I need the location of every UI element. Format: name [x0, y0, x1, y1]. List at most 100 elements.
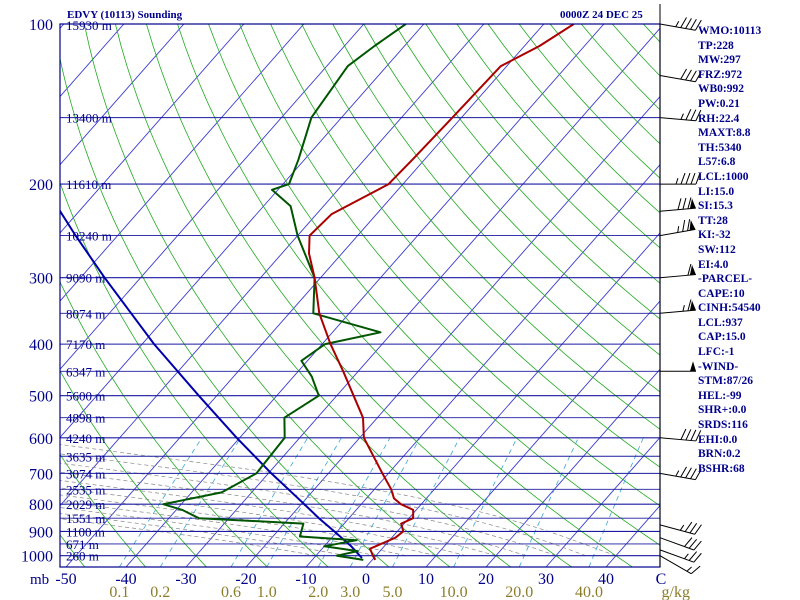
pressure-tick-label: 700 [29, 466, 53, 483]
wind-barbs [659, 4, 702, 575]
height-label: 3635 m [66, 449, 105, 464]
wind-barb-shaft [659, 555, 692, 575]
dry-adiabat [425, 24, 660, 284]
height-label: 9090 m [66, 271, 105, 286]
wind-barb-shaft [659, 549, 694, 563]
wind-barb-shaft [659, 472, 696, 481]
wind-barb-full [690, 172, 696, 185]
wind-barb [660, 172, 701, 185]
mixing-ratio-line [317, 437, 391, 567]
wind-barb-half [686, 566, 692, 572]
index-item: MW:297 [698, 54, 741, 67]
moist-adiabat [60, 471, 527, 557]
isotherm-line [125, 24, 605, 567]
mixing-ratio-line [588, 437, 644, 567]
wind-barb [659, 219, 696, 237]
height-label: 4240 m [66, 431, 105, 446]
dry-adiabat [60, 453, 146, 567]
wind-barb-full [687, 197, 692, 209]
wind-barb [659, 299, 696, 314]
isotherm-line [365, 232, 660, 567]
temperature-tick-label: 20 [478, 571, 494, 588]
mixing-ratio-line [266, 437, 342, 567]
temperature-tick-label: 0 [362, 571, 370, 588]
height-label: 3074 m [66, 466, 105, 481]
wind-barb-full [693, 540, 702, 551]
wind-barb-shaft [659, 309, 696, 314]
index-item: STM:87/26 [698, 375, 753, 388]
dry-adiabat [115, 24, 511, 567]
isotherm-line [60, 24, 65, 30]
pressure-tick-label: 500 [29, 389, 53, 406]
temperature-tick-label: 10 [418, 571, 434, 588]
wind-barb-full [688, 539, 698, 549]
pressure-tick-label: 400 [29, 337, 53, 354]
wind-barb-full [695, 109, 702, 121]
mixing-ratio-label: 20.0 [505, 584, 533, 600]
wind-barb-flag [689, 300, 696, 311]
temperature-tick-label: -30 [175, 571, 196, 588]
pressure-tick-label: 600 [29, 431, 53, 448]
isotherm-line [485, 368, 660, 567]
index-item: EHI:0.0 [698, 433, 738, 446]
isotherm-line [65, 24, 545, 567]
wind-barb-full [690, 429, 697, 441]
wind-barb-flag [690, 361, 696, 372]
station-title: EDVY (10113) Sounding [67, 9, 183, 21]
wind-barb-full [695, 19, 702, 31]
dry-adiabat [456, 24, 660, 249]
temperature-unit-label: C [656, 571, 667, 588]
dry-adiabat [208, 24, 660, 546]
dry-adiabat [270, 24, 660, 468]
mixing-ratio-label: 5.0 [382, 584, 402, 600]
mixing-ratio-line [349, 437, 421, 567]
moist-adiabat [60, 453, 587, 557]
wind-barb-full [690, 468, 697, 480]
isotherm-line [185, 27, 660, 567]
index-item: SW:112 [698, 243, 736, 256]
index-item: WMO:10113 [698, 25, 762, 37]
index-item: CAP:15.0 [698, 331, 746, 344]
dry-adiabat [363, 24, 660, 356]
wind-barb-full [688, 551, 698, 561]
wind-barb-full [685, 429, 692, 441]
wind-barb-flag [689, 198, 696, 209]
index-item: L57:6.8 [698, 156, 736, 169]
index-item: PW:0.21 [698, 97, 740, 110]
index-item: LCL:937 [698, 316, 743, 329]
parcel-trace [60, 209, 363, 559]
height-label: 4898 m [66, 411, 105, 426]
wind-barb-shaft [659, 524, 695, 535]
dry-adiabat [0, 24, 24, 567]
height-label: 671 m [66, 537, 99, 552]
wind-barb [659, 263, 696, 279]
wind-barb-full [682, 219, 686, 232]
wind-barb-half [677, 226, 680, 233]
wind-barb-half [675, 20, 680, 28]
wind-barb-shaft [659, 117, 696, 122]
wind-barb-half [682, 305, 685, 312]
height-label: 7170 m [66, 337, 105, 352]
dry-adiabat [146, 24, 572, 567]
wind-barb-half [680, 113, 684, 120]
wind-barb-full [687, 263, 692, 276]
temperature-tick-label: 40 [598, 571, 614, 588]
moist-adiabat [60, 518, 316, 557]
isotherm-line [425, 300, 660, 567]
height-label: 260 m [66, 549, 99, 564]
temperature-tick-label: -10 [295, 571, 316, 588]
indices-panel: WMO:10113 TP:228 MW:297 FRZ:972 WB0:992 PW:0.… [698, 24, 798, 476]
index-item: EI:4.0 [698, 258, 729, 271]
index-item: BSHR:68 [698, 462, 745, 475]
wind-barb-flag [689, 220, 696, 231]
mixing-ratio-unit-label: g/kg [662, 584, 690, 600]
wind-barb-flag [689, 264, 696, 276]
isotherm-line [60, 24, 245, 234]
dewpoint-trace [162, 24, 407, 561]
isotherm-line [60, 24, 185, 166]
wind-barb [659, 466, 702, 481]
wind-barb-full [685, 109, 692, 121]
wind-barb [659, 549, 702, 563]
wind-barb-full [690, 565, 701, 575]
